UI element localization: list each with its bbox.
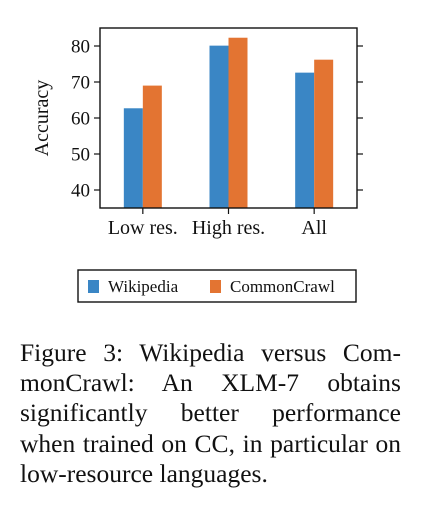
y-tick-label: 60 [71, 109, 90, 130]
y-axis-label: Accuracy [31, 80, 53, 157]
bar-commoncrawl-0 [142, 85, 162, 208]
bar-wikipedia-0 [123, 108, 143, 208]
bar-wikipedia-2 [295, 72, 315, 208]
legend-swatch-commoncrawl [210, 280, 221, 293]
y-tick-label: 40 [71, 181, 90, 202]
x-tick-label: All [301, 217, 327, 239]
y-tick-label: 70 [71, 73, 90, 94]
y-tick-label: 80 [71, 37, 90, 58]
bar-wikipedia-1 [209, 45, 229, 208]
legend-label-wikipedia: Wikipedia [108, 277, 179, 296]
legend-label-commoncrawl: CommonCrawl [230, 277, 335, 296]
bar-chart: Low res. High res. All 40 50 60 70 80 Accuracy Wi… [31, 27, 363, 303]
x-tick-label: Low res. [108, 217, 178, 239]
legend-swatch-wikipedia [88, 280, 99, 293]
y-tick-label: 50 [71, 145, 90, 166]
bar-commoncrawl-1 [228, 37, 248, 208]
figure-caption: Figure 3: Wikipedia versus Com­monCrawl:… [20, 338, 401, 488]
chart: Low res. High res. All 40 50 60 70 80 Accuracy Wi… [31, 27, 363, 303]
x-tick-label: High res. [192, 217, 265, 239]
bar-commoncrawl-2 [314, 59, 334, 209]
